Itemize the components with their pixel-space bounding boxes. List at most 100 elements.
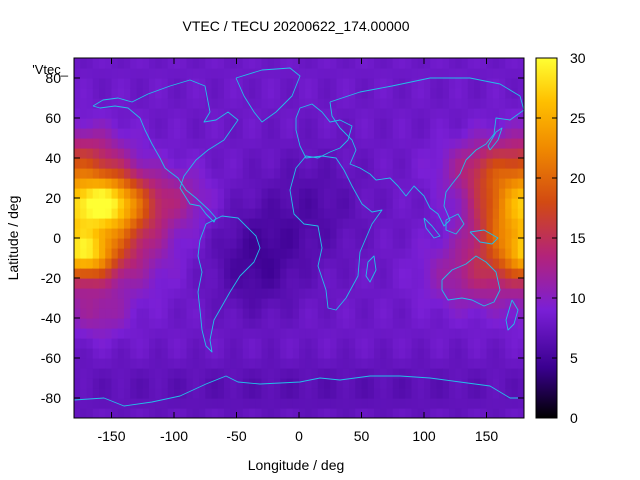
heatmap-cell	[124, 168, 131, 179]
heatmap-cell	[174, 228, 181, 239]
heatmap-cell	[105, 188, 113, 199]
heatmap-cell	[186, 268, 194, 279]
x-tick-label: 50	[354, 428, 370, 444]
heatmap-cell	[205, 368, 213, 379]
heatmap-cell	[99, 78, 106, 89]
heatmap-cell	[517, 108, 524, 119]
heatmap-cell	[517, 368, 524, 379]
heatmap-cell	[74, 408, 81, 418]
heatmap-cell	[461, 288, 469, 299]
heatmap-cell	[274, 288, 281, 299]
heatmap-cell	[517, 118, 524, 129]
heatmap-cell	[99, 68, 106, 79]
heatmap-cell	[161, 58, 169, 69]
heatmap-cell	[305, 248, 313, 259]
heatmap-cell	[405, 278, 413, 289]
heatmap-cell	[136, 158, 144, 169]
heatmap-cell	[299, 348, 306, 359]
heatmap-cell	[455, 138, 463, 149]
heatmap-cell	[124, 378, 131, 389]
heatmap-cell	[161, 298, 169, 309]
heatmap-cell	[299, 328, 306, 339]
heatmap-cell	[305, 98, 313, 109]
heatmap-cell	[255, 358, 263, 369]
heatmap-cell	[317, 58, 325, 69]
heatmap-cell	[111, 258, 119, 269]
heatmap-cell	[399, 408, 406, 418]
heatmap-cell	[336, 58, 344, 69]
x-tick-label: 0	[295, 428, 303, 444]
heatmap-cell	[142, 368, 150, 379]
heatmap-cell	[349, 248, 356, 259]
heatmap-cell	[461, 298, 469, 309]
heatmap-cell	[80, 318, 88, 329]
heatmap-cell	[199, 118, 206, 129]
heatmap-cell	[242, 338, 250, 349]
heatmap-cell	[155, 378, 163, 389]
heatmap-cell	[305, 398, 313, 409]
heatmap-cell	[342, 238, 350, 249]
heatmap-cell	[180, 328, 188, 339]
heatmap-cell	[86, 148, 94, 159]
heatmap-cell	[392, 328, 400, 339]
heatmap-cell	[105, 278, 113, 289]
heatmap-cell	[236, 408, 244, 418]
heatmap-cell	[242, 188, 250, 199]
heatmap-cell	[492, 188, 500, 199]
heatmap-cell	[386, 198, 394, 209]
heatmap-cell	[249, 138, 256, 149]
heatmap-cell	[336, 358, 344, 369]
heatmap-cell	[392, 388, 400, 399]
heatmap-cell	[411, 388, 419, 399]
heatmap-cell	[424, 228, 431, 239]
heatmap-cell	[517, 378, 524, 389]
heatmap-cell	[417, 278, 425, 289]
heatmap-cell	[474, 368, 481, 379]
heatmap-cell	[330, 198, 338, 209]
heatmap-cell	[436, 338, 444, 349]
heatmap-cell	[142, 228, 150, 239]
heatmap-cell	[505, 368, 513, 379]
heatmap-cell	[224, 108, 231, 119]
heatmap-cell	[286, 248, 294, 259]
heatmap-cell	[367, 328, 375, 339]
heatmap-cell	[199, 198, 206, 209]
heatmap-cell	[455, 348, 463, 359]
heatmap-cell	[117, 388, 125, 399]
heatmap-cell	[411, 58, 419, 69]
heatmap-cell	[517, 338, 524, 349]
heatmap-cell	[367, 158, 375, 169]
heatmap-cell	[292, 398, 300, 409]
heatmap-cell	[230, 58, 238, 69]
heatmap-cell	[124, 298, 131, 309]
heatmap-cell	[374, 398, 381, 409]
heatmap-cell	[455, 58, 463, 69]
heatmap-cell	[349, 238, 356, 249]
heatmap-cell	[199, 248, 206, 259]
heatmap-cell	[124, 318, 131, 329]
heatmap-cell	[86, 368, 94, 379]
heatmap-cell	[80, 208, 88, 219]
heatmap-cell	[211, 218, 219, 229]
heatmap-cell	[267, 78, 275, 89]
heatmap-cell	[317, 338, 325, 349]
heatmap-cell	[374, 108, 381, 119]
heatmap-cell	[261, 338, 269, 349]
heatmap-cell	[305, 358, 313, 369]
heatmap-cell	[324, 288, 331, 299]
heatmap-cell	[149, 228, 156, 239]
heatmap-cell	[117, 398, 125, 409]
heatmap-cell	[130, 198, 138, 209]
heatmap-cell	[480, 378, 488, 389]
heatmap-cell	[86, 298, 94, 309]
heatmap-cell	[180, 348, 188, 359]
heatmap-cell	[280, 288, 288, 299]
heatmap-cell	[349, 228, 356, 239]
heatmap-cell	[361, 238, 369, 249]
heatmap-cell	[480, 78, 488, 89]
heatmap-cell	[92, 168, 100, 179]
heatmap-cell	[242, 408, 250, 418]
heatmap-cell	[311, 58, 319, 69]
heatmap-cell	[180, 298, 188, 309]
heatmap-cell	[142, 348, 150, 359]
